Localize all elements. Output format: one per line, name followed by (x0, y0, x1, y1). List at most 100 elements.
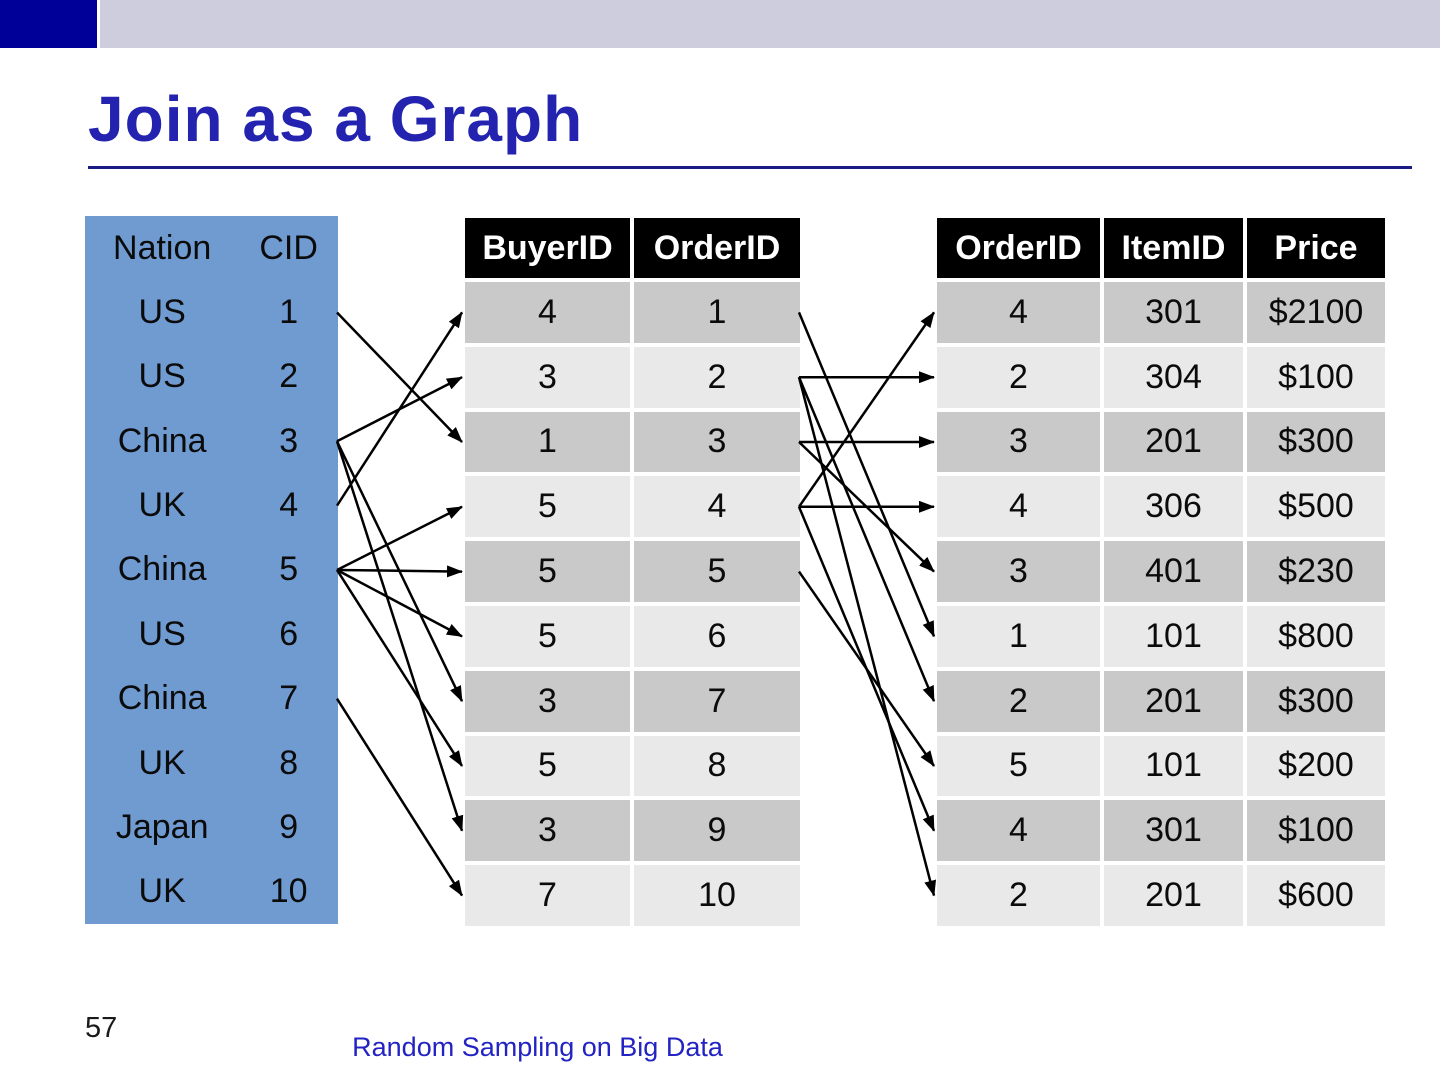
table-row: 1 101 $800 (937, 605, 1385, 667)
table-row: Japan 9 (85, 795, 338, 859)
table-cell: China (117, 550, 207, 589)
table-cell: 1 (279, 293, 299, 332)
table-cell: 9 (279, 807, 299, 846)
items-table-header-row: OrderID ItemID Price (937, 218, 1385, 278)
table-cell: 306 (1104, 476, 1243, 538)
table-cell: 4 (634, 476, 800, 538)
table-cell: 2 (279, 357, 299, 396)
table-row: China 3 (85, 409, 338, 473)
table-cell: $200 (1247, 735, 1385, 797)
table-cell: 7 (279, 679, 299, 718)
join-edge (335, 698, 464, 897)
join-edge (797, 506, 936, 832)
table-cell: 3 (279, 421, 299, 460)
table-row: US 6 (85, 602, 338, 666)
table-cell: US (138, 614, 186, 653)
footer-caption: Random Sampling on Big Data (352, 1032, 723, 1062)
table-cell: 101 (1104, 735, 1243, 797)
title-underline (88, 166, 1412, 169)
table-cell: 1 (465, 411, 630, 473)
join-edge (797, 570, 936, 767)
table-cell: 2 (937, 865, 1100, 926)
table-cell: 5 (465, 541, 630, 602)
table-cell: $100 (1247, 346, 1385, 408)
join-edge (797, 311, 936, 508)
table-cell: 2 (937, 346, 1100, 408)
orders-table-header-row: BuyerID OrderID (465, 218, 800, 278)
table-cell: 5 (465, 605, 630, 667)
table-cell: 4 (937, 476, 1100, 538)
table-cell: US (138, 293, 186, 332)
table-cell: 5 (279, 550, 299, 589)
table-row: China 7 (85, 667, 338, 731)
customers-table: Nation CID US 1 US 2 China 3 UK 4 China 5 US 6 China 7 U… (85, 216, 338, 924)
table-row: China 5 (85, 538, 338, 602)
join-edge (335, 311, 464, 507)
table-row: 4 301 $2100 (937, 282, 1385, 343)
items-table: OrderID ItemID Price 4 301 $2100 2 304 $100 3 201 $… (937, 218, 1385, 926)
table-cell: $800 (1247, 605, 1385, 667)
column-header-orderid: OrderID (634, 218, 800, 278)
table-cell: UK (138, 872, 186, 911)
table-cell: 1 (937, 605, 1100, 667)
table-row: UK 10 (85, 860, 338, 924)
table-cell: 6 (634, 605, 800, 667)
table-row: 3 201 $300 (937, 411, 1385, 473)
join-edge (336, 565, 463, 578)
table-cell: 301 (1104, 282, 1243, 343)
join-edge (335, 440, 464, 703)
table-row: 2 201 $600 (937, 865, 1385, 926)
table-cell: 3 (465, 800, 630, 862)
table-cell: 101 (1104, 605, 1243, 667)
table-cell: 6 (279, 614, 299, 653)
table-cell: 3 (937, 411, 1100, 473)
table-cell: 10 (634, 865, 800, 926)
join-edge (797, 376, 937, 897)
join-edge (336, 311, 463, 443)
join-edge (797, 311, 936, 638)
table-row: 7 10 (465, 865, 800, 926)
table-cell: 1 (634, 282, 800, 343)
table-cell: US (138, 357, 186, 396)
table-cell: 10 (269, 872, 308, 911)
table-row: 2 201 $300 (937, 670, 1385, 732)
table-cell: $600 (1247, 865, 1385, 926)
join-edge (336, 505, 463, 572)
table-cell: $100 (1247, 800, 1385, 862)
table-cell: 4 (937, 282, 1100, 343)
table-cell: 7 (465, 865, 630, 926)
table-row: UK 8 (85, 731, 338, 795)
orders-table: BuyerID OrderID 4 1 3 2 1 3 5 4 5 5 5 6 3 7 5 8 3 9 7 10 (465, 218, 800, 926)
page-title: Join as a Graph (88, 83, 584, 155)
table-cell: 9 (634, 800, 800, 862)
join-edge (335, 569, 464, 767)
table-cell: 201 (1104, 865, 1243, 926)
join-edge (336, 568, 463, 638)
table-row: 2 304 $100 (937, 346, 1385, 408)
join-edge (336, 376, 463, 443)
table-cell: China (117, 679, 207, 718)
table-cell: 3 (465, 670, 630, 732)
header-banner (100, 0, 1440, 48)
column-header-buyerid: BuyerID (465, 218, 630, 278)
table-cell: $500 (1247, 476, 1385, 538)
table-row: 3 401 $230 (937, 541, 1385, 602)
table-cell: 8 (279, 743, 299, 782)
table-cell: 3 (634, 411, 800, 473)
table-row: UK 4 (85, 473, 338, 537)
column-header-itemid: ItemID (1104, 218, 1243, 278)
customers-table-header-row: Nation CID (85, 216, 338, 280)
table-cell: 304 (1104, 346, 1243, 408)
table-cell: $300 (1247, 670, 1385, 732)
table-cell: 201 (1104, 411, 1243, 473)
table-cell: 7 (634, 670, 800, 732)
table-row: US 2 (85, 345, 338, 409)
table-cell: 2 (634, 346, 800, 408)
table-cell: $2100 (1247, 282, 1385, 343)
